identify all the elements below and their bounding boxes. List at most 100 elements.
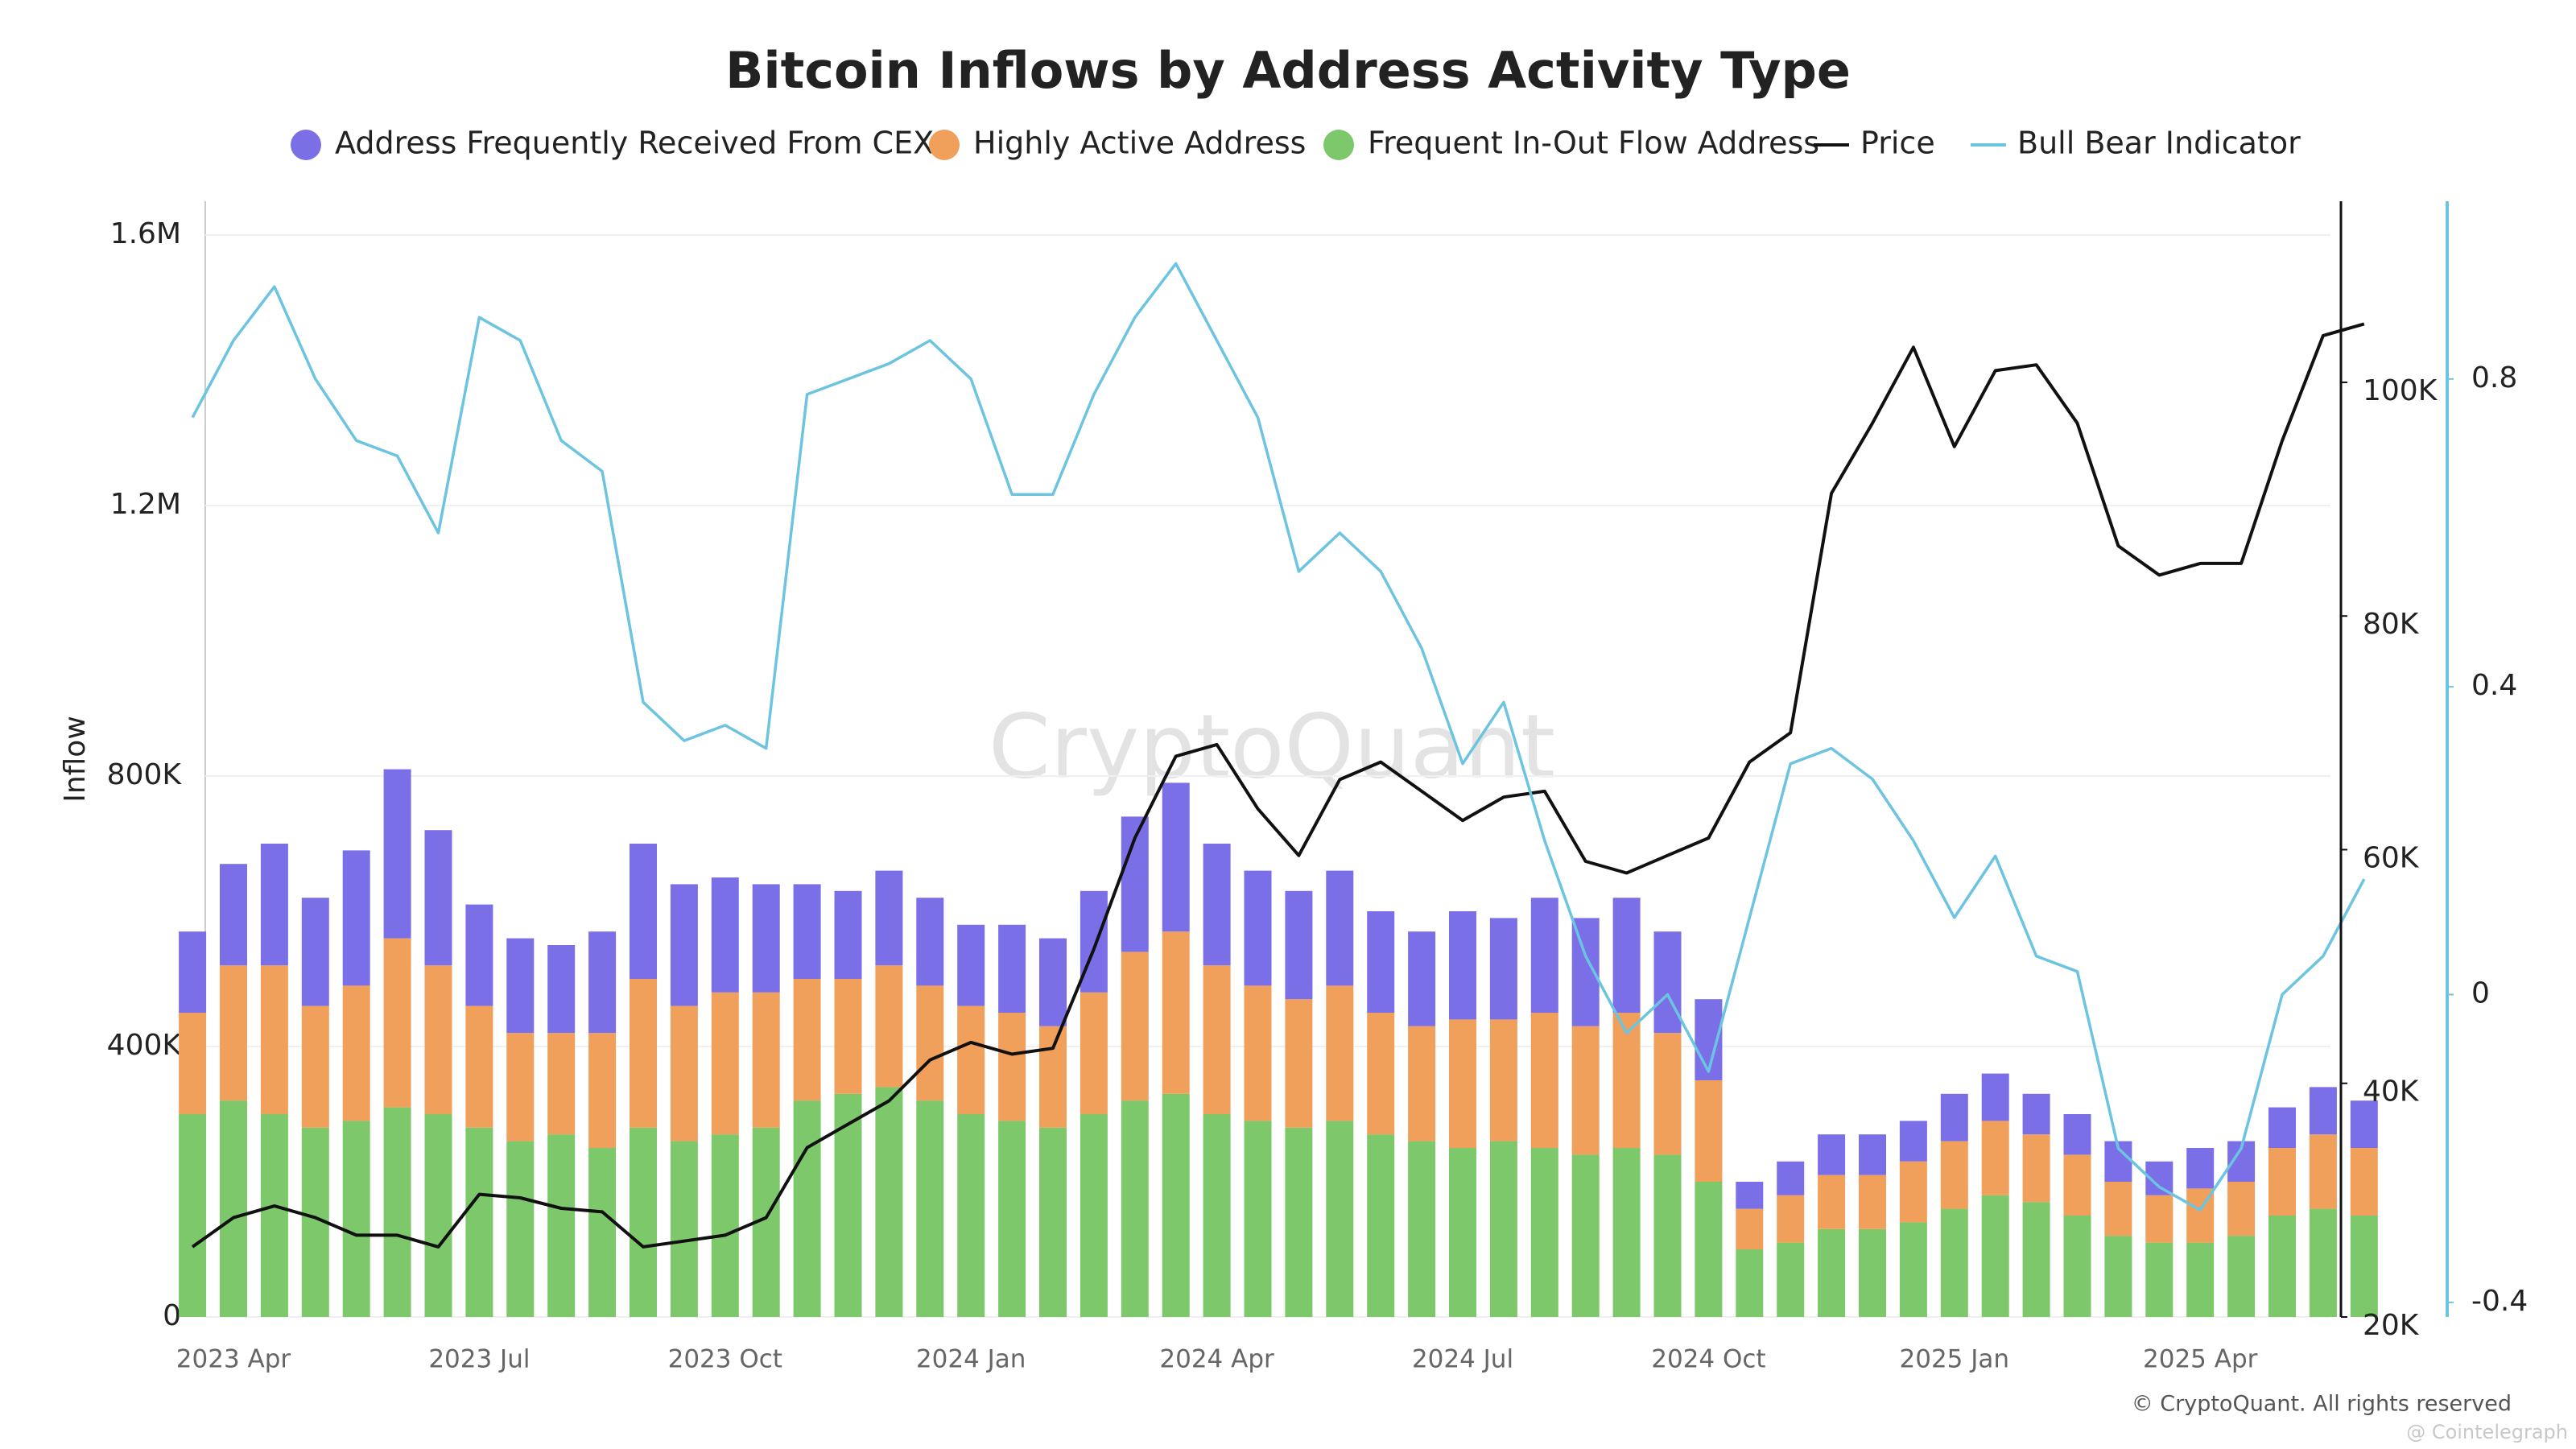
bar-segment [1039,1127,1067,1317]
bar-segment [1408,1026,1436,1141]
bar-segment [1530,1013,1558,1148]
bar-segment [465,1127,493,1317]
chart-title: Bitcoin Inflows by Address Activity Type [725,41,1851,100]
bar-segment [711,1134,739,1317]
bar-segment [1162,1093,1190,1317]
bar-segment [670,884,698,1006]
y-tick-label: 1.2M [110,488,181,521]
bar-segment [1859,1228,1886,1317]
x-tick-label: 2025 Jan [1900,1345,2010,1374]
bar-segment [1695,1182,1723,1317]
bar-segment [670,1005,698,1141]
bar-segment [2350,1100,2378,1148]
bar-segment [465,1005,493,1128]
bar-segment [1203,844,1231,966]
x-tick-label: 2024 Jan [916,1345,1026,1374]
bar-segment [301,1005,329,1128]
bar-segment [998,1121,1026,1317]
bar-segment [711,992,739,1135]
bar-segment [2309,1087,2337,1135]
bar-segment [1899,1222,1927,1317]
bar-segment [752,992,780,1128]
bar-segment [1080,1114,1108,1317]
bar-segment [1244,1121,1272,1317]
bar-segment [957,924,985,1006]
legend-swatch [929,130,960,160]
y2-tick-label: 80K [2363,608,2420,641]
bar-segment [1121,952,1149,1101]
bar-segment [1367,1134,1395,1317]
bar-segment [1408,1141,1436,1317]
bar-segment [1818,1228,1846,1317]
y2-tick-label: 20K [2363,1309,2420,1342]
bar-segment [588,1033,617,1148]
y-tick-label: 800K [107,758,183,791]
bar-segment [2104,1236,2132,1317]
y3-tick-label: 0.4 [2471,669,2517,702]
x-tick-label: 2023 Jul [428,1345,530,1374]
bar-segment [2309,1208,2337,1317]
bar-segment [1121,1100,1149,1317]
bar-segment [1162,931,1190,1094]
y3-tick-label: 0.8 [2471,361,2517,394]
bar-segment [506,938,535,1034]
bar-segment [260,844,288,966]
bar-segment [2022,1202,2050,1317]
bar-segment [670,1141,698,1317]
bar-segment [875,965,903,1088]
bar-segment [1736,1182,1764,1209]
bar-segment [383,1107,411,1317]
bar-segment [1818,1174,1846,1229]
bar-segment [711,877,739,993]
y2-tick-label: 100K [2363,374,2438,407]
bar-segment [1777,1195,1805,1243]
bar-segment [1530,898,1558,1013]
bar-segment [998,1013,1026,1121]
bar-segment [916,898,944,986]
bar-segment [506,1033,535,1141]
bar-segment [1244,985,1272,1121]
bar-segment [1981,1121,2009,1195]
y3-tick-label: -0.4 [2471,1285,2528,1318]
bar-segment [1736,1249,1764,1317]
bar-segment [1571,1026,1600,1155]
bar-segment [1489,1019,1517,1141]
y2-tick-label: 60K [2363,841,2420,874]
bar-segment [1653,1154,1682,1317]
bar-segment [957,1005,985,1114]
legend-swatch [1323,130,1354,160]
bar-segment [1367,911,1395,1013]
bar-segment [424,830,452,966]
bar-segment [2022,1093,2050,1135]
legend-label: Bull Bear Indicator [2017,126,2301,161]
bar-segment [1612,898,1641,1013]
bar-segment [1859,1134,1886,1175]
bar-segment [179,1114,207,1317]
bar-segment [1162,782,1190,932]
bar-segment [2268,1216,2296,1317]
bar-segment [834,1093,862,1317]
bar-segment [1203,965,1231,1114]
y-tick-label: 0 [163,1299,181,1332]
bar-segment [1818,1134,1846,1175]
bar-segment [383,769,411,939]
copyright: © CryptoQuant. All rights reserved [2132,1392,2512,1417]
bar-segment [875,870,903,966]
x-tick-label: 2023 Apr [176,1345,291,1374]
y-axis-title: Inflow [59,716,92,803]
bar-segment [547,945,576,1034]
x-tick-label: 2023 Oct [668,1345,782,1374]
bar-segment [2186,1148,2215,1189]
bar-segment [1612,1013,1641,1148]
bar-segment [301,898,329,1006]
credit: @ Cointelegraph [2406,1421,2568,1443]
x-tick-label: 2025 Apr [2143,1345,2258,1374]
bar-segment [1571,1154,1600,1317]
bar-segment [916,985,944,1101]
bar-segment [752,884,780,993]
bar-segment [2227,1236,2256,1317]
bar-segment [1777,1161,1805,1195]
legend-label: Highly Active Address [973,126,1306,161]
bar-segment [506,1141,535,1317]
